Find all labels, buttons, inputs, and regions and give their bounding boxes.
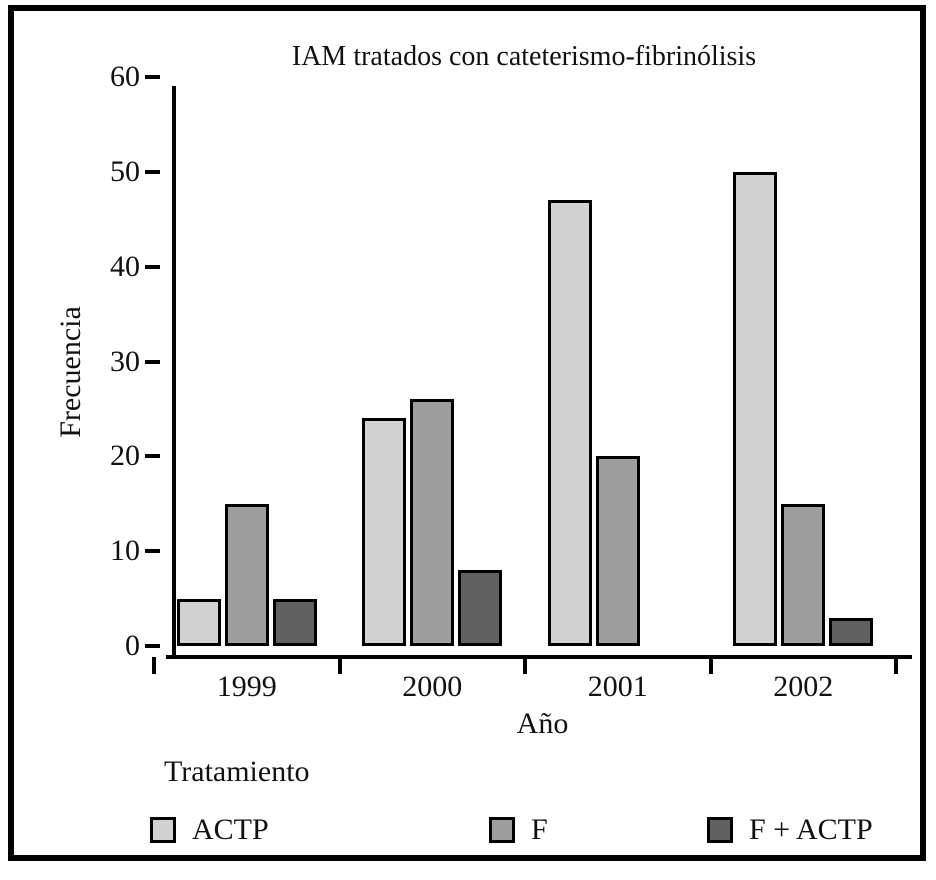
y-tick-label: 30	[110, 344, 140, 378]
bar	[458, 570, 502, 646]
y-tick-mark	[145, 75, 160, 79]
bar	[829, 618, 873, 646]
legend-item: ACTP	[150, 813, 269, 847]
chart-title: IAM tratados con cateterismo-fibrinólisi…	[291, 41, 757, 72]
y-tick-label: 40	[110, 249, 140, 283]
legend-label: F	[531, 813, 548, 846]
legend-swatch-3	[707, 817, 733, 843]
y-tick-label: 20	[110, 439, 140, 473]
chart-frame: IAM tratados con cateterismo-fibrinólisi…	[8, 5, 926, 861]
bar	[548, 200, 592, 646]
y-tick-mark	[145, 549, 160, 554]
bar	[225, 504, 269, 646]
legend-label: F + ACTP	[749, 813, 873, 846]
legend-item: F + ACTP	[707, 813, 873, 847]
legend-item: F	[489, 813, 548, 847]
y-tick-mark	[145, 454, 160, 459]
x-tick-mark	[708, 657, 713, 674]
y-tick-mark	[145, 264, 160, 269]
legend-label: ACTP	[192, 813, 269, 846]
y-tick-label: 50	[110, 154, 140, 188]
bar	[733, 172, 777, 646]
legend-title: Tratamiento	[164, 755, 310, 788]
x-tick-label: 2000	[402, 670, 463, 703]
y-tick-mark	[145, 169, 160, 174]
x-axis-line	[166, 655, 912, 659]
bar	[362, 418, 406, 646]
legend: ACTP F F + ACTP	[14, 813, 936, 853]
x-axis-title: Año	[516, 707, 569, 740]
bar	[177, 599, 221, 646]
legend-swatch-1	[150, 817, 176, 843]
bar	[781, 504, 825, 646]
x-tick-label: 1999	[216, 670, 277, 703]
y-tick-label: 10	[110, 534, 140, 568]
x-tick-mark	[152, 657, 156, 674]
y-tick-label: 0	[125, 629, 140, 662]
x-tick-mark	[523, 657, 527, 674]
bar	[273, 599, 317, 646]
x-tick-mark	[894, 657, 898, 674]
x-tick-label: 2002	[773, 670, 834, 703]
y-axis-line	[172, 86, 176, 659]
bar	[596, 456, 640, 646]
y-tick-mark	[145, 644, 160, 648]
x-tick-label: 2001	[587, 670, 648, 703]
bar	[410, 399, 454, 646]
x-tick-mark	[337, 657, 342, 674]
y-tick-mark	[145, 359, 160, 364]
y-tick-label: 60	[110, 60, 140, 93]
legend-swatch-2	[489, 817, 515, 843]
